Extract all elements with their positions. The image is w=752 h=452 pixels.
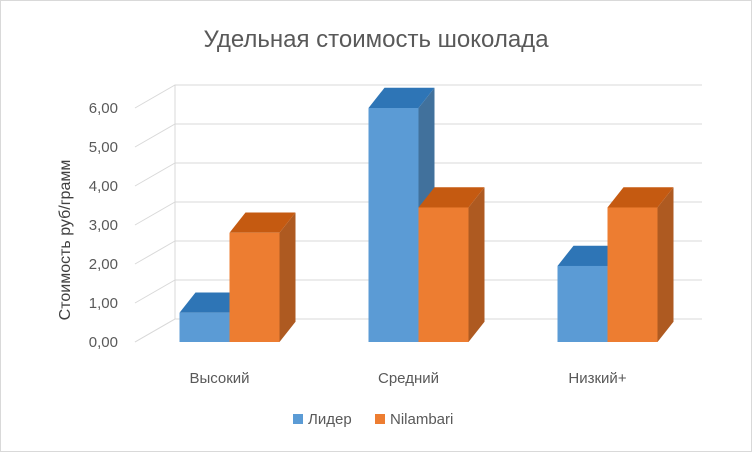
bar <box>368 87 435 342</box>
x-category-label: Низкий+ <box>568 370 626 387</box>
y-tick-label: 6,00 <box>89 100 118 117</box>
y-axis-label: Стоимость руб/грамм <box>57 160 74 321</box>
legend-label: Nilambari <box>390 411 453 428</box>
y-tick-label: 4,00 <box>89 178 118 195</box>
chart-title: Удельная стоимость шоколада <box>203 26 549 53</box>
bar <box>607 187 674 342</box>
bar-top <box>179 292 246 313</box>
bar-front <box>368 108 419 342</box>
bar-side <box>279 212 296 342</box>
bar-front <box>557 265 608 342</box>
bar-front <box>607 207 658 342</box>
x-category-label: Средний <box>378 370 439 387</box>
bar-top <box>607 187 674 208</box>
bar-top <box>229 212 296 233</box>
bar-top <box>557 245 624 266</box>
gridline <box>134 279 702 304</box>
legend-swatch <box>375 414 385 424</box>
y-tick-label: 1,00 <box>89 295 118 312</box>
legend-label: Лидер <box>308 411 352 428</box>
bar-top <box>368 87 435 108</box>
bar-top <box>418 187 485 208</box>
legend-swatch <box>293 414 303 424</box>
bar-side <box>468 187 485 342</box>
bar-front <box>179 312 230 342</box>
gridline <box>134 318 702 343</box>
bar <box>418 187 485 342</box>
y-tick-label: 5,00 <box>89 139 118 156</box>
chart-legend: Лидер Nilambari <box>293 411 453 428</box>
bar-front <box>418 207 469 342</box>
y-axis-ticks: 0,00 1,00 2,00 3,00 4,00 5,00 6,00 <box>89 100 118 351</box>
gridline <box>134 123 702 148</box>
y-tick-label: 0,00 <box>89 334 118 351</box>
bar <box>229 212 296 342</box>
y-tick-label: 3,00 <box>89 217 118 234</box>
bar-side <box>657 187 674 342</box>
gridline <box>134 201 702 226</box>
gridline <box>134 84 702 109</box>
y-tick-label: 2,00 <box>89 256 118 273</box>
bar-front <box>229 232 280 342</box>
gridline <box>134 162 702 187</box>
chart-gridlines <box>134 84 702 343</box>
gridline <box>134 240 702 265</box>
x-category-label: Высокий <box>189 370 249 387</box>
x-axis-categories: Высокий Средний Низкий+ <box>189 370 626 387</box>
chart-bars <box>179 87 674 342</box>
